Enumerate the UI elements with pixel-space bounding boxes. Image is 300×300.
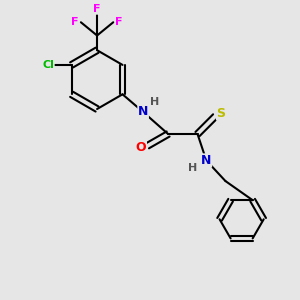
Text: Cl: Cl bbox=[42, 60, 54, 70]
Text: F: F bbox=[93, 4, 101, 14]
Text: H: H bbox=[150, 97, 159, 107]
Text: F: F bbox=[71, 17, 79, 27]
Text: S: S bbox=[217, 107, 226, 120]
Text: O: O bbox=[136, 141, 146, 154]
Text: N: N bbox=[138, 106, 148, 118]
Text: F: F bbox=[116, 17, 123, 27]
Text: H: H bbox=[188, 163, 198, 173]
Text: N: N bbox=[201, 154, 212, 167]
